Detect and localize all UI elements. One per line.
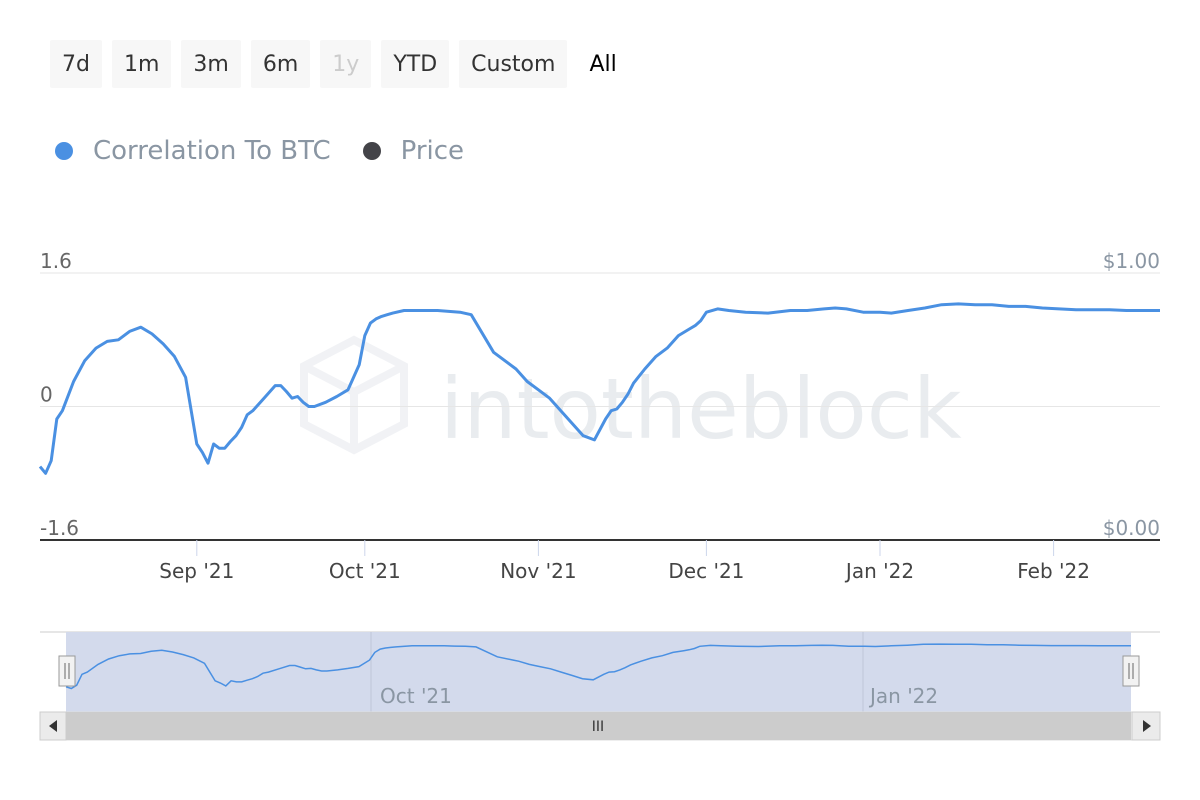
watermark-text: intotheblock: [440, 360, 962, 458]
range-button-3m[interactable]: 3m: [181, 40, 241, 88]
range-button-6m[interactable]: 6m: [250, 40, 311, 88]
range-button-1m[interactable]: 1m: [111, 40, 172, 88]
legend-item-correlation[interactable]: Correlation To BTC: [55, 136, 331, 166]
legend: Correlation To BTC Price: [55, 128, 496, 174]
range-button-7d[interactable]: 7d: [50, 40, 102, 88]
navigator-label-jan: Jan '22: [868, 684, 938, 708]
scrollbar-thumb[interactable]: [66, 712, 1131, 740]
y2-axis: $1.00 $0.00: [1103, 249, 1160, 540]
navigator-label-oct: Oct '21: [380, 684, 452, 708]
range-button-ytd[interactable]: YTD: [381, 40, 450, 88]
watermark-logo: [300, 335, 408, 455]
legend-item-price[interactable]: Price: [362, 136, 465, 166]
x-tick-label: Jan '22: [844, 559, 914, 583]
y-tick-label: -1.6: [40, 516, 79, 540]
range-button-custom[interactable]: Custom: [459, 40, 568, 88]
grid-lines: [40, 272, 1160, 407]
scroll-left-icon: [49, 720, 57, 732]
scroll-right-icon: [1143, 720, 1151, 732]
x-tick-label: Dec '21: [668, 559, 744, 583]
navigator-series-line: [65, 643, 1131, 690]
legend-label-price: Price: [400, 136, 465, 166]
legend-label-correlation: Correlation To BTC: [93, 136, 331, 166]
y-axis: 1.6 0 -1.6: [40, 249, 79, 540]
navigator: Oct '21 Jan '22: [40, 631, 1160, 712]
x-axis: Sep '21 Oct '21 Nov '21 Dec '21 Jan '22 Feb '…: [159, 540, 1090, 583]
y2-tick-label: $0.00: [1103, 516, 1160, 540]
x-tick-label: Sep '21: [159, 559, 234, 583]
x-tick-label: Nov '21: [500, 559, 576, 583]
y-tick-label: 1.6: [40, 249, 72, 273]
x-tick-label: Oct '21: [329, 559, 401, 583]
series-line-correlation[interactable]: [38, 302, 1160, 475]
navigator-handle-left[interactable]: [58, 655, 76, 687]
legend-marker-price: [362, 142, 381, 160]
legend-marker-correlation: [55, 142, 73, 160]
navigator-selected-range[interactable]: [66, 632, 1131, 712]
navigator-handle-right[interactable]: [1122, 655, 1140, 687]
scrollbar: III: [39, 711, 1161, 741]
y2-tick-label: $1.00: [1103, 249, 1160, 273]
range-selector: 7d 1m 3m 6m 1y YTD Custom All: [50, 40, 639, 88]
x-tick-label: Feb '22: [1017, 559, 1090, 583]
y-tick-label: 0: [40, 383, 53, 407]
range-button-all[interactable]: All: [589, 51, 617, 77]
range-button-1y: 1y: [320, 40, 372, 88]
scrollbar-grip-icon: III: [592, 719, 604, 735]
